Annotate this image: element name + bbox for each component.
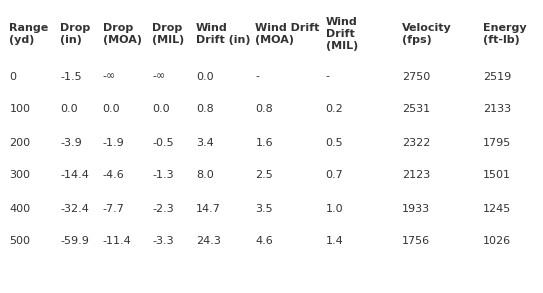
Text: -: - [255, 71, 260, 81]
Text: 1756: 1756 [402, 236, 430, 246]
Text: 1.4: 1.4 [326, 236, 344, 246]
Text: 1501: 1501 [483, 171, 511, 180]
Text: -∞: -∞ [152, 71, 166, 81]
Text: 2750: 2750 [402, 71, 430, 81]
Text: 0.2: 0.2 [326, 105, 344, 115]
Text: 1795: 1795 [483, 137, 512, 147]
Text: -3.3: -3.3 [152, 236, 174, 246]
Text: -32.4: -32.4 [60, 204, 89, 214]
Text: 200: 200 [9, 137, 30, 147]
Text: 2123: 2123 [402, 171, 430, 180]
Text: 400: 400 [9, 204, 30, 214]
Text: Range
(yd): Range (yd) [9, 23, 49, 45]
Text: 2322: 2322 [402, 137, 431, 147]
Text: -1.3: -1.3 [152, 171, 174, 180]
Text: 8.0: 8.0 [196, 171, 213, 180]
Text: 2.5: 2.5 [255, 171, 273, 180]
Text: 3.4: 3.4 [196, 137, 213, 147]
Text: 0.5: 0.5 [326, 137, 343, 147]
Text: 1026: 1026 [483, 236, 512, 246]
Text: Energy
(ft-lb): Energy (ft-lb) [483, 23, 527, 45]
Text: -11.4: -11.4 [103, 236, 131, 246]
Text: 300: 300 [9, 171, 30, 180]
Text: 3.5: 3.5 [255, 204, 273, 214]
Text: -59.9: -59.9 [60, 236, 89, 246]
Text: -3.9: -3.9 [60, 137, 82, 147]
Text: -1.5: -1.5 [60, 71, 81, 81]
Text: Velocity
(fps): Velocity (fps) [402, 23, 452, 45]
Text: 2519: 2519 [483, 71, 512, 81]
Text: 0.8: 0.8 [255, 105, 273, 115]
Text: 0.0: 0.0 [196, 71, 213, 81]
Text: -1.9: -1.9 [103, 137, 124, 147]
Text: 0.7: 0.7 [326, 171, 344, 180]
Text: Wind Drift
(MOA): Wind Drift (MOA) [255, 23, 320, 45]
Text: 14.7: 14.7 [196, 204, 221, 214]
Text: 2531: 2531 [402, 105, 430, 115]
Text: 0.0: 0.0 [60, 105, 78, 115]
Text: 1933: 1933 [402, 204, 430, 214]
Text: -14.4: -14.4 [60, 171, 89, 180]
Text: -4.6: -4.6 [103, 171, 124, 180]
Text: -0.5: -0.5 [152, 137, 174, 147]
Text: Wind
Drift
(MIL): Wind Drift (MIL) [326, 17, 358, 51]
Text: 1245: 1245 [483, 204, 512, 214]
Text: 500: 500 [9, 236, 30, 246]
Text: 4.6: 4.6 [255, 236, 273, 246]
Text: -7.7: -7.7 [103, 204, 124, 214]
Text: -: - [326, 71, 330, 81]
Text: -∞: -∞ [103, 71, 116, 81]
Text: -2.3: -2.3 [152, 204, 174, 214]
Text: Wind
Drift (in): Wind Drift (in) [196, 23, 250, 45]
Text: 0.0: 0.0 [103, 105, 120, 115]
Text: 24.3: 24.3 [196, 236, 221, 246]
Text: 0.0: 0.0 [152, 105, 170, 115]
Text: Drop
(MIL): Drop (MIL) [152, 23, 185, 45]
Text: 1.0: 1.0 [326, 204, 343, 214]
Text: Drop
(in): Drop (in) [60, 23, 90, 45]
Text: 2133: 2133 [483, 105, 512, 115]
Text: 100: 100 [9, 105, 30, 115]
Text: Drop
(MOA): Drop (MOA) [103, 23, 142, 45]
Text: 0: 0 [9, 71, 16, 81]
Text: 1.6: 1.6 [255, 137, 273, 147]
Text: 0.8: 0.8 [196, 105, 213, 115]
